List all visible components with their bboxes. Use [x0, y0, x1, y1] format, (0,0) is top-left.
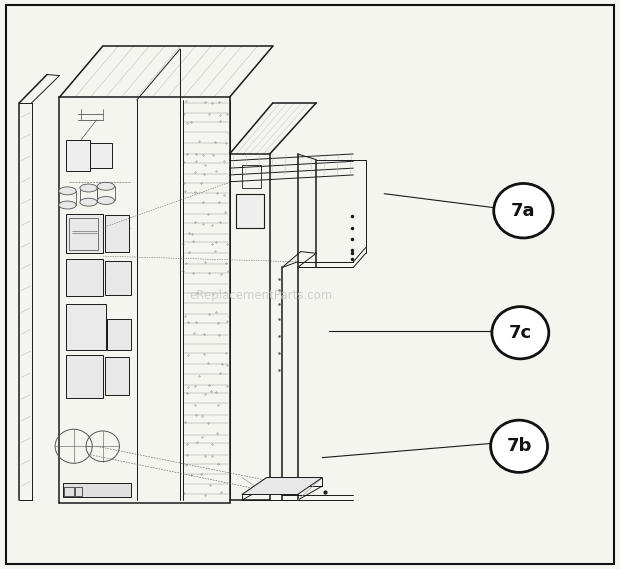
Text: 7b: 7b: [507, 437, 532, 455]
Polygon shape: [242, 477, 322, 494]
Ellipse shape: [59, 187, 76, 195]
Bar: [75, 487, 82, 496]
Text: 7c: 7c: [509, 324, 532, 342]
Ellipse shape: [97, 196, 115, 204]
Bar: [66, 356, 103, 398]
Bar: [105, 357, 130, 395]
Bar: [236, 193, 264, 228]
Ellipse shape: [80, 184, 97, 192]
Ellipse shape: [80, 198, 97, 206]
Ellipse shape: [59, 201, 76, 209]
Bar: [242, 166, 260, 188]
Bar: [64, 487, 74, 496]
Text: 7a: 7a: [511, 202, 536, 220]
Bar: [105, 215, 130, 251]
Bar: [69, 217, 99, 250]
Bar: [66, 140, 91, 171]
Bar: [66, 213, 103, 253]
Ellipse shape: [97, 182, 115, 190]
Text: eReplacementParts.com: eReplacementParts.com: [189, 290, 332, 302]
Bar: [107, 319, 131, 350]
Circle shape: [494, 183, 553, 238]
Circle shape: [492, 307, 549, 359]
Bar: [91, 143, 112, 168]
Bar: [105, 261, 131, 295]
Bar: [66, 259, 103, 296]
Circle shape: [490, 420, 547, 472]
Bar: [66, 304, 106, 350]
Bar: [63, 483, 131, 497]
